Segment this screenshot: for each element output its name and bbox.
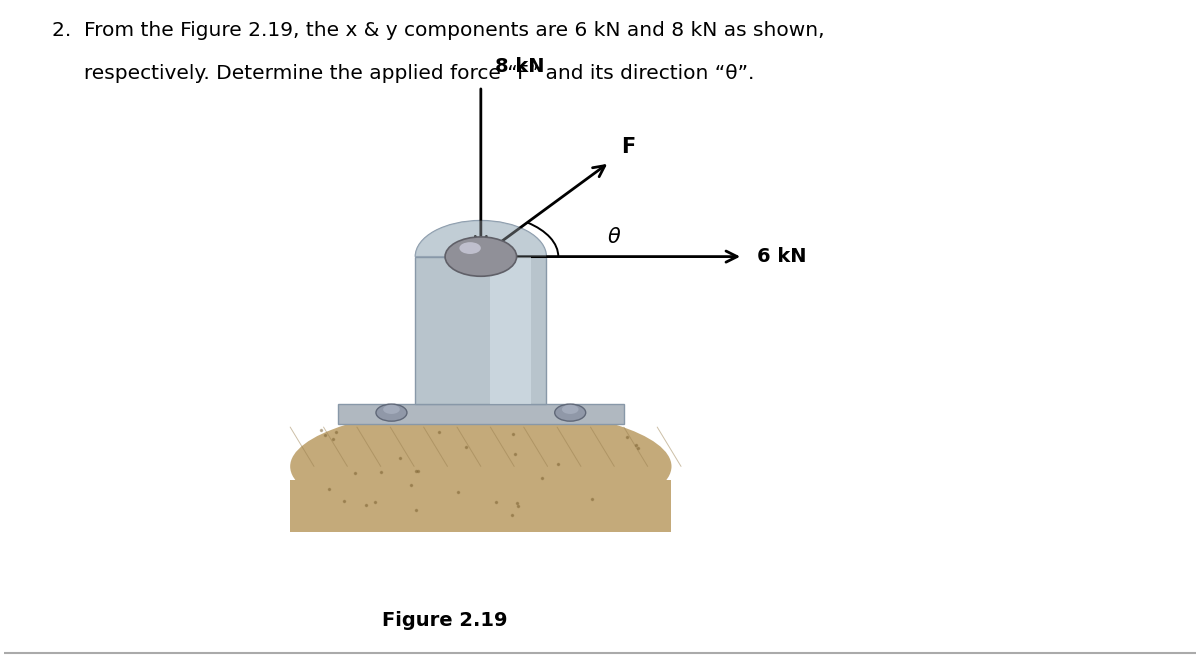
- Polygon shape: [491, 256, 530, 404]
- Polygon shape: [415, 256, 546, 404]
- Circle shape: [445, 237, 516, 276]
- Circle shape: [562, 405, 578, 414]
- Text: 2.  From the Figure 2.19, the x & y components are 6 kN and 8 kN as shown,: 2. From the Figure 2.19, the x & y compo…: [52, 21, 824, 40]
- Polygon shape: [290, 479, 672, 532]
- Text: θ: θ: [607, 227, 620, 247]
- Circle shape: [376, 404, 407, 421]
- Polygon shape: [338, 404, 624, 424]
- Wedge shape: [415, 220, 546, 256]
- Text: Figure 2.19: Figure 2.19: [383, 612, 508, 630]
- Text: 8 kN: 8 kN: [496, 57, 545, 76]
- Circle shape: [383, 405, 400, 414]
- Text: respectively. Determine the applied force “F” and its direction “θ”.: respectively. Determine the applied forc…: [52, 64, 755, 84]
- Circle shape: [554, 404, 586, 421]
- Text: 6 kN: 6 kN: [757, 247, 806, 266]
- Text: F: F: [622, 137, 636, 157]
- Wedge shape: [415, 220, 546, 256]
- Ellipse shape: [290, 408, 672, 525]
- Circle shape: [460, 242, 481, 254]
